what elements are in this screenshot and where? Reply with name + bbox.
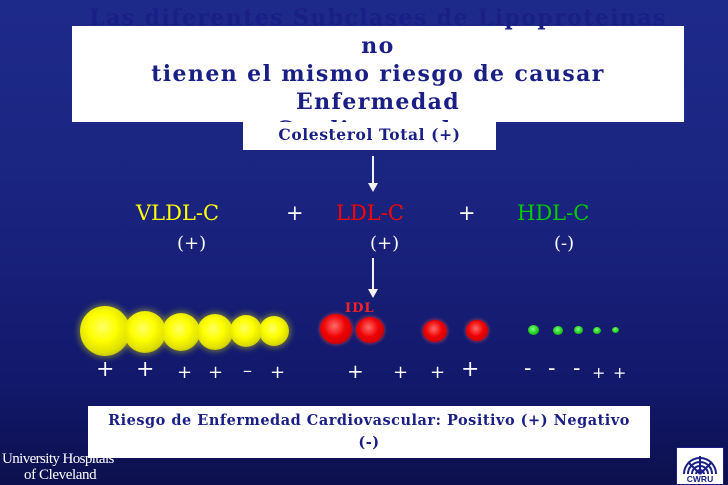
ldl-risk-sign: + xyxy=(347,359,364,383)
hdl-particle xyxy=(593,327,601,334)
total-cholesterol-label: Colesterol Total (+) xyxy=(278,125,461,144)
vldl-risk-sign: + xyxy=(136,357,155,382)
arrow-to-idl xyxy=(368,258,378,298)
ldl-risk-sign: + xyxy=(430,362,446,383)
university-hospitals-logo: University Hospitals of Cleveland xyxy=(0,451,134,485)
ldl-sign: (+) xyxy=(370,233,400,254)
idl-label: IDL xyxy=(345,301,375,316)
hdl-particle xyxy=(553,326,563,335)
vldl-risk-sign: + xyxy=(208,362,224,383)
hdl-risk-sign: - xyxy=(524,356,532,381)
risk-note-box: Riesgo de Enfermedad Cardiovascular: Pos… xyxy=(88,406,650,458)
cwru-emblem-icon xyxy=(683,456,717,475)
hdl-particle xyxy=(574,326,583,334)
hdl-particle xyxy=(612,327,619,333)
title-box: Las diferentes Subclases de Lipoproteina… xyxy=(72,5,684,143)
vldl-particle xyxy=(197,314,233,350)
vldl-particle xyxy=(230,315,262,347)
ldl-risk-sign: + xyxy=(393,362,409,383)
vldl-label: VLDL-C xyxy=(136,201,220,225)
total-cholesterol-box: Colesterol Total (+) xyxy=(243,122,496,150)
hdl-risk-sign: - xyxy=(548,356,556,381)
ldl-particle xyxy=(423,320,447,342)
ldl-particle xyxy=(466,320,488,341)
cwru-logo: CWRU xyxy=(676,447,724,485)
vldl-risk-sign: – xyxy=(243,360,252,381)
risk-note: Riesgo de Enfermedad Cardiovascular: Pos… xyxy=(108,412,630,451)
hdl-risk-sign: + xyxy=(613,363,627,382)
title-line-2: tienen el mismo riesgo de causar Enferme… xyxy=(151,61,605,115)
hospital-logo-line-2: of Cleveland xyxy=(24,467,97,483)
hospital-logo-line-1: University Hospitals xyxy=(2,451,114,467)
vldl-particle xyxy=(80,306,130,356)
ldl-particle xyxy=(320,314,352,344)
title-line-1: Las diferentes Subclases de Lipoproteina… xyxy=(89,5,667,59)
vldl-particle xyxy=(124,311,166,353)
ldl-particle xyxy=(356,317,384,343)
hdl-risk-sign: - xyxy=(573,356,581,381)
vldl-particle xyxy=(162,313,200,351)
vldl-sign: (+) xyxy=(177,233,207,254)
vldl-particle xyxy=(259,316,289,346)
plus-sign-1: + xyxy=(286,201,304,225)
hdl-particle xyxy=(528,325,539,335)
ldl-risk-sign: + xyxy=(461,357,480,382)
hdl-sign: (-) xyxy=(554,233,575,254)
vldl-risk-sign: + xyxy=(177,362,193,383)
vldl-risk-sign: + xyxy=(96,357,115,382)
hdl-label: HDL-C xyxy=(517,201,590,225)
plus-sign-2: + xyxy=(458,201,476,225)
cwru-logo-text: CWRU xyxy=(686,474,714,484)
hdl-risk-sign: + xyxy=(592,363,606,382)
arrow-to-ldl xyxy=(368,156,378,192)
ldl-label: LDL-C xyxy=(336,201,404,225)
vldl-risk-sign: + xyxy=(270,362,286,383)
